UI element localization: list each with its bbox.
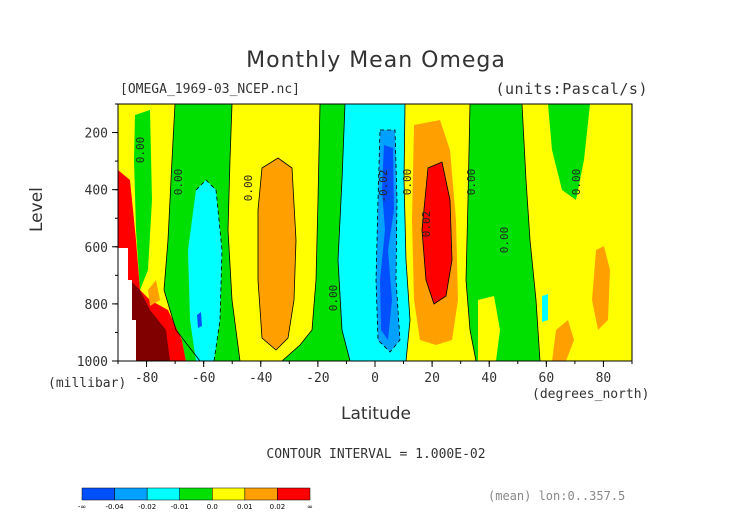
contour-label: 0.02: [420, 211, 433, 238]
y-axis-unit: (millibar): [48, 376, 127, 391]
colorbar-cell: [179, 487, 213, 501]
y-tick-label: 600: [85, 241, 108, 256]
contour-line: [281, 104, 321, 361]
contour-line: [521, 104, 541, 361]
x-tick-label: -80: [135, 371, 158, 386]
fill-orange-north2: [552, 320, 574, 361]
contour-label: -0.02: [377, 169, 390, 202]
y-tick-label: 400: [85, 184, 108, 199]
contour-label: 0.00: [134, 137, 147, 164]
contour-line: [337, 104, 351, 361]
y-axis: 200 400 600 800 1000: [77, 103, 118, 370]
contour-line: [257, 157, 297, 351]
contour-label: 0.00: [172, 169, 185, 196]
colorbar-cell: [244, 487, 278, 501]
contour-line: [465, 104, 477, 361]
contour-line: [421, 161, 453, 305]
mean-footer: (mean) lon:0..357.5: [488, 489, 626, 503]
contour-line: [403, 104, 411, 361]
x-tick-label: 40: [481, 371, 497, 386]
contour-line: [227, 104, 241, 361]
fill-blue-60s: [197, 312, 202, 328]
y-tick-label: 200: [85, 127, 108, 142]
x-tick-label: 80: [596, 371, 612, 386]
contour-label: 0.00: [570, 169, 583, 196]
contour-label: 0.00: [242, 175, 255, 202]
contour-line: [163, 104, 201, 361]
fill-orange-north: [592, 246, 610, 330]
x-axis-label: Latitude: [341, 404, 411, 424]
colorbar-label: -∞: [78, 503, 86, 511]
chart-title: Monthly Mean Omega: [246, 48, 506, 73]
fill-green-south-sliver: [134, 110, 152, 290]
colorbar-cell: [81, 487, 115, 501]
fill-orange-south: [148, 280, 160, 306]
fill-missing-white: [118, 248, 136, 361]
colorbar-cell: [277, 487, 311, 501]
fill-cyan-60s: [188, 180, 222, 361]
y-tick-label: 800: [85, 298, 108, 313]
contour-line: [375, 129, 401, 353]
contour-fills: [118, 104, 632, 361]
fill-green-20s: [282, 104, 350, 361]
colorbar-label: ∞: [307, 503, 313, 511]
colorbar-labels: -∞ -0.04 -0.02 -0.01 0.0 0.01 0.02 ∞: [78, 503, 313, 511]
contour-label: 0.00: [465, 169, 478, 196]
colorbar-cell: [146, 487, 180, 501]
colorbar-cell: [212, 487, 246, 501]
colorbar-label: 0.01: [237, 503, 253, 511]
fill-blue-equator: [380, 145, 394, 340]
units-label: (units:Pascal/s): [495, 80, 648, 98]
fill-red-20n: [422, 162, 452, 304]
contour-lines: [163, 104, 541, 361]
fill-cyan-north: [542, 294, 548, 322]
colorbar-cell: [114, 487, 148, 501]
contour-label: 0.00: [327, 285, 340, 312]
x-tick-label: -40: [249, 371, 272, 386]
colorbar-label: -0.04: [106, 503, 125, 511]
colorbar-label: 0.02: [270, 503, 286, 511]
x-axis-unit: (degrees_north): [532, 387, 650, 402]
colorbar-cells: [81, 487, 311, 501]
x-tick-label: 0: [371, 371, 379, 386]
x-tick-label: -60: [192, 371, 215, 386]
fill-green-north-patch: [548, 104, 590, 200]
fill-yellow-mid-north: [478, 296, 500, 361]
fill-orange-40s: [258, 158, 296, 350]
contour-label: 0.00: [498, 227, 511, 254]
colorbar-label: -0.02: [138, 503, 156, 511]
x-axis: -80 -60 -40 -20 0 20 40 60 80: [117, 361, 633, 386]
y-tick-label: 1000: [77, 355, 108, 370]
contour-interval-text: CONTOUR INTERVAL = 1.000E-02: [266, 447, 486, 462]
contour-label: 0.00: [401, 169, 414, 196]
contour-labels: 0.00 0.00 0.00 0.00 0.00 0.00 0.00 -0.02…: [134, 137, 583, 312]
colorbar-label: -0.01: [171, 503, 189, 511]
x-tick-label: 20: [424, 371, 440, 386]
colorbar-label: 0.0: [207, 503, 218, 511]
x-tick-label: -20: [306, 371, 329, 386]
file-name-label: [OMEGA_1969-03_NCEP.nc]: [120, 82, 301, 97]
fill-darkred-south: [128, 280, 170, 361]
x-tick-label: 60: [539, 371, 555, 386]
contour-line: [195, 179, 223, 361]
